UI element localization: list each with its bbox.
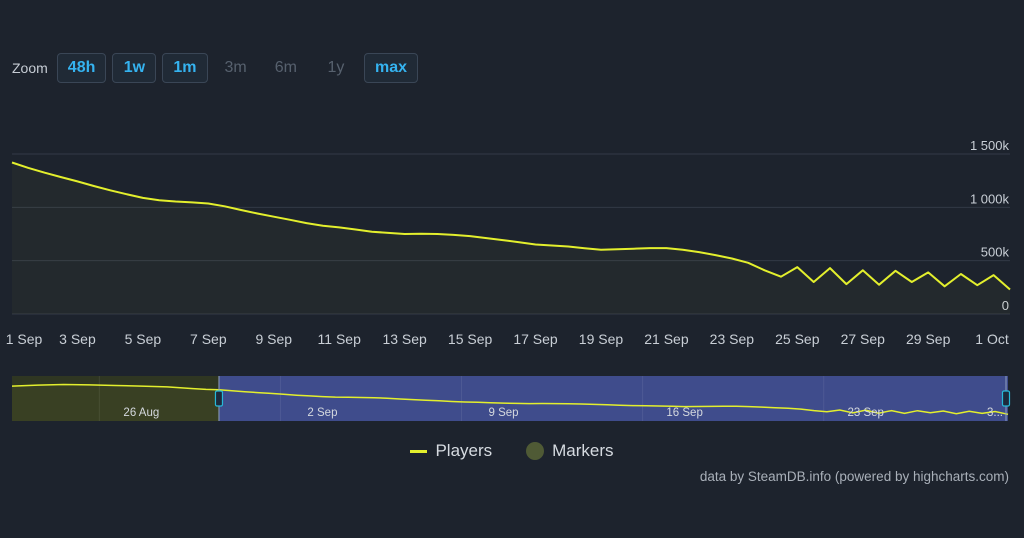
x-tick-label: 25 Sep xyxy=(775,331,820,347)
zoom-1w-button[interactable]: 1w xyxy=(112,53,157,83)
zoom-3m-button: 3m xyxy=(224,59,247,76)
zoom-bar: Zoom 48h 1w 1m 3m 6m 1y max xyxy=(12,52,424,84)
navigator-right-handle xyxy=(1001,390,1011,407)
navigator-date-label: 26 Aug xyxy=(123,407,159,419)
x-tick-label: 1 Oct xyxy=(975,331,1009,347)
zoom-max-button[interactable]: max xyxy=(363,53,418,83)
y-tick-label: 500k xyxy=(981,245,1010,260)
zoom-label: Zoom xyxy=(12,60,48,76)
navigator-date-label: 16 Sep xyxy=(666,407,702,419)
legend-players[interactable]: Players xyxy=(410,441,492,461)
navigator-labels: 26 Aug 2 Sep 9 Sep 16 Sep 23 Sep 3... xyxy=(123,407,1003,419)
legend-circle-icon xyxy=(526,442,545,460)
x-tick-label: 11 Sep xyxy=(318,331,362,347)
x-tick-label: 5 Sep xyxy=(125,331,162,347)
legend: Players Markers xyxy=(0,441,1024,461)
x-axis-labels: 1 Sep 3 Sep 5 Sep 7 Sep 9 Sep 11 Sep 13 Sep 15 … xyxy=(6,331,1009,347)
legend-markers-label: Markers xyxy=(552,441,614,460)
legend-players-label: Players xyxy=(435,441,493,460)
navigator-date-label: 2 Sep xyxy=(307,407,337,419)
zoom-48h-button[interactable]: 48h xyxy=(56,53,107,83)
x-tick-label: 7 Sep xyxy=(190,331,227,347)
credits[interactable]: data by SteamDB.info (powered by highcha… xyxy=(699,469,1009,484)
navigator-handles[interactable] xyxy=(214,376,1011,421)
navigator-left-handle xyxy=(214,390,224,407)
navigator[interactable]: 26 Aug 2 Sep 9 Sep 16 Sep 23 Sep 3... xyxy=(11,376,1011,421)
legend-markers[interactable]: Markers xyxy=(526,441,614,461)
legend-line-icon xyxy=(410,449,428,453)
y-tick-label: 0 xyxy=(1002,298,1009,313)
navigator-date-label: 9 Sep xyxy=(489,407,519,419)
x-tick-label: 9 Sep xyxy=(255,331,292,347)
x-tick-label: 27 Sep xyxy=(841,331,886,347)
y-axis-labels: 0 500k 1 000k 1 500k xyxy=(970,138,1010,313)
zoom-1m-button[interactable]: 1m xyxy=(162,53,208,83)
y-tick-label: 1 500k xyxy=(970,138,1010,153)
x-tick-label: 21 Sep xyxy=(644,331,689,347)
players-line[interactable] xyxy=(11,161,1011,291)
y-tick-label: 1 000k xyxy=(970,191,1010,206)
x-tick-label: 13 Sep xyxy=(382,331,427,347)
x-tick-label: 1 Sep xyxy=(6,331,43,347)
x-tick-label: 3 Sep xyxy=(59,331,96,347)
x-tick-label: 15 Sep xyxy=(448,331,493,347)
navigator-date-label: 23 Sep xyxy=(847,407,883,419)
y-grid xyxy=(12,153,1010,315)
zoom-6m-button: 6m xyxy=(274,59,297,76)
x-tick-label: 23 Sep xyxy=(710,331,755,347)
navigator-area xyxy=(12,384,219,421)
x-tick-label: 17 Sep xyxy=(513,331,558,347)
chart-area: 0 500k 1 000k 1 500k 1 Sep 3 Sep 5 Sep 7 Sep 9 … xyxy=(6,138,1011,421)
navigator-date-label: 3... xyxy=(987,407,1003,419)
x-tick-label: 19 Sep xyxy=(579,331,624,347)
navigator-selected-range[interactable] xyxy=(218,376,1008,421)
navigator-unselected-range xyxy=(12,376,219,421)
players-area xyxy=(12,163,1010,315)
navigator-grid xyxy=(98,376,825,421)
navigator-line xyxy=(11,383,1009,416)
zoom-1y-button: 1y xyxy=(327,59,345,76)
x-tick-label: 29 Sep xyxy=(906,331,951,347)
